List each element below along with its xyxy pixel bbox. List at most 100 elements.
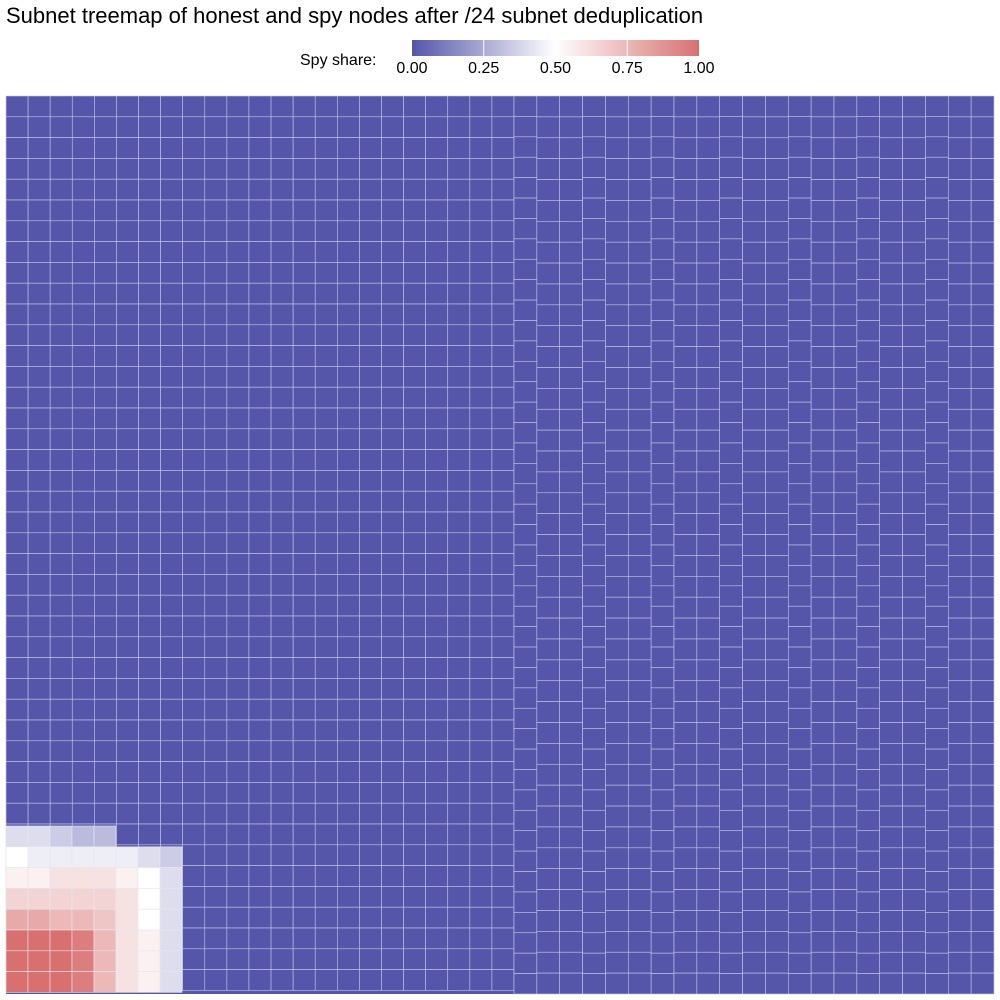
- treemap-tile: [833, 262, 858, 285]
- treemap-tile: [292, 740, 316, 762]
- treemap-tile: [742, 972, 766, 995]
- treemap-tile: [226, 823, 250, 846]
- treemap-tile: [513, 156, 538, 178]
- treemap-tile: [381, 178, 404, 201]
- treemap-tile: [5, 615, 29, 638]
- treemap-tile: [336, 262, 360, 284]
- treemap-tile: [248, 948, 272, 970]
- treemap-tile: [627, 158, 652, 180]
- treemap-tile: [447, 116, 471, 138]
- treemap-tile: [742, 701, 766, 723]
- treemap-tile: [447, 386, 471, 409]
- treemap-tile: [536, 826, 561, 849]
- treemap-tile: [138, 428, 161, 450]
- treemap-tile: [513, 952, 538, 974]
- treemap-tile: [605, 910, 629, 932]
- treemap-tile: [381, 366, 404, 388]
- treemap-tile: [491, 386, 515, 409]
- treemap-tile: [673, 241, 698, 264]
- treemap-tile: [810, 868, 835, 890]
- treemap-tile: [359, 303, 382, 326]
- treemap-tile: [71, 366, 95, 388]
- treemap-tile: [314, 407, 338, 430]
- treemap-tile: [491, 969, 515, 991]
- treemap-tile: [204, 303, 228, 326]
- treemap-tile: [381, 137, 404, 159]
- treemap-tile: [292, 428, 316, 450]
- treemap-tile: [673, 304, 698, 327]
- treemap-tile: [248, 615, 272, 638]
- treemap-tile: [491, 906, 515, 929]
- treemap-tile: [182, 906, 206, 929]
- treemap-tile: [605, 701, 629, 723]
- treemap-tile: [810, 722, 835, 744]
- treemap-tile: [204, 158, 228, 180]
- treemap-tile: [469, 865, 493, 887]
- treemap-tile: [810, 784, 835, 807]
- treemap-tile: [49, 532, 73, 554]
- treemap-tile: [71, 241, 95, 263]
- treemap-tile: [536, 951, 561, 974]
- treemap-tile: [204, 116, 228, 138]
- treemap-tile-spy: [93, 908, 117, 931]
- treemap-tile: [833, 492, 858, 514]
- treemap-tile: [116, 407, 139, 430]
- treemap-tile: [947, 722, 972, 744]
- treemap-tile: [673, 784, 698, 807]
- treemap-tile: [787, 850, 812, 872]
- treemap-tile: [810, 388, 835, 410]
- treemap-tile: [359, 574, 382, 596]
- treemap-tile: [359, 553, 382, 575]
- treemap-tile: [559, 722, 583, 744]
- treemap-tile: [425, 678, 449, 700]
- treemap-tile: [582, 218, 606, 240]
- treemap-tile: [810, 429, 835, 452]
- treemap-tile: [204, 698, 228, 721]
- treemap-tile: [902, 972, 926, 995]
- treemap-tile: [160, 553, 184, 575]
- treemap-tile: [605, 555, 629, 577]
- treemap-tile: [833, 200, 858, 222]
- treemap-tile: [425, 158, 449, 180]
- treemap-tile: [469, 532, 493, 554]
- treemap-tile-spy: [49, 908, 73, 931]
- treemap-tile: [226, 407, 250, 430]
- treemap-tile: [182, 678, 206, 700]
- treemap-tile: [270, 262, 294, 284]
- treemap-tile: [742, 304, 766, 327]
- treemap-tile: [182, 719, 206, 742]
- treemap-tile: [605, 576, 629, 598]
- treemap-tile-spy: [5, 825, 29, 848]
- treemap-tile: [696, 701, 721, 723]
- treemap-tile: [902, 534, 926, 556]
- treemap-tile: [5, 782, 29, 804]
- treemap-tile: [270, 324, 294, 346]
- treemap-tile: [833, 951, 858, 974]
- treemap-tile: [116, 262, 139, 284]
- treemap-tile: [336, 719, 360, 742]
- treemap-tile: [925, 707, 949, 729]
- treemap-tile: [116, 158, 139, 180]
- treemap-tile: [879, 743, 903, 765]
- treemap-tile: [27, 345, 51, 367]
- treemap-tile: [605, 471, 629, 494]
- treemap-tile: [138, 262, 161, 284]
- treemap-tile: [925, 320, 949, 342]
- treemap-tile: [403, 719, 426, 742]
- treemap-tile: [49, 490, 73, 513]
- treemap-tile: [27, 158, 51, 180]
- treemap-tile: [947, 346, 972, 368]
- treemap-tile: [879, 534, 903, 556]
- treemap-tile: [204, 802, 228, 825]
- treemap-tile: [742, 763, 766, 786]
- treemap-tile: [491, 574, 515, 596]
- treemap-tile: [810, 367, 835, 389]
- treemap-tile: [947, 283, 972, 306]
- treemap-tile: [879, 659, 903, 682]
- treemap-tile: [582, 605, 606, 627]
- treemap-tile: [833, 388, 858, 410]
- treemap-tile: [696, 868, 721, 890]
- treemap-tile: [765, 701, 789, 723]
- treemap-tile: [536, 784, 561, 807]
- treemap-tile: [94, 657, 117, 679]
